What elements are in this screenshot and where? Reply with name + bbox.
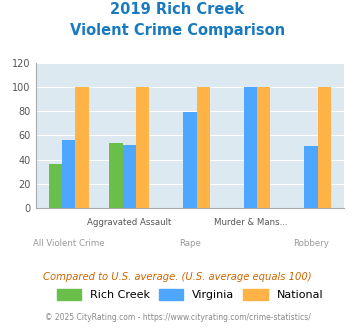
Bar — [136, 87, 149, 208]
Text: Murder & Mans...: Murder & Mans... — [214, 218, 287, 227]
Text: Rape: Rape — [179, 239, 201, 248]
Bar — [257, 87, 271, 208]
Bar — [109, 143, 123, 208]
Bar — [318, 87, 331, 208]
Bar — [62, 140, 76, 208]
Text: Violent Crime Comparison: Violent Crime Comparison — [70, 23, 285, 38]
Bar — [76, 87, 89, 208]
Text: All Violent Crime: All Violent Crime — [33, 239, 105, 248]
Legend: Rich Creek, Virginia, National: Rich Creek, Virginia, National — [56, 289, 323, 300]
Text: Compared to U.S. average. (U.S. average equals 100): Compared to U.S. average. (U.S. average … — [43, 272, 312, 282]
Bar — [123, 145, 136, 208]
Text: Aggravated Assault: Aggravated Assault — [87, 218, 171, 227]
Text: © 2025 CityRating.com - https://www.cityrating.com/crime-statistics/: © 2025 CityRating.com - https://www.city… — [45, 314, 310, 322]
Bar — [304, 146, 318, 208]
Bar — [183, 112, 197, 208]
Text: Robbery: Robbery — [293, 239, 329, 248]
Bar — [197, 87, 210, 208]
Text: 2019 Rich Creek: 2019 Rich Creek — [110, 2, 245, 16]
Bar — [49, 164, 62, 208]
Bar — [244, 87, 257, 208]
